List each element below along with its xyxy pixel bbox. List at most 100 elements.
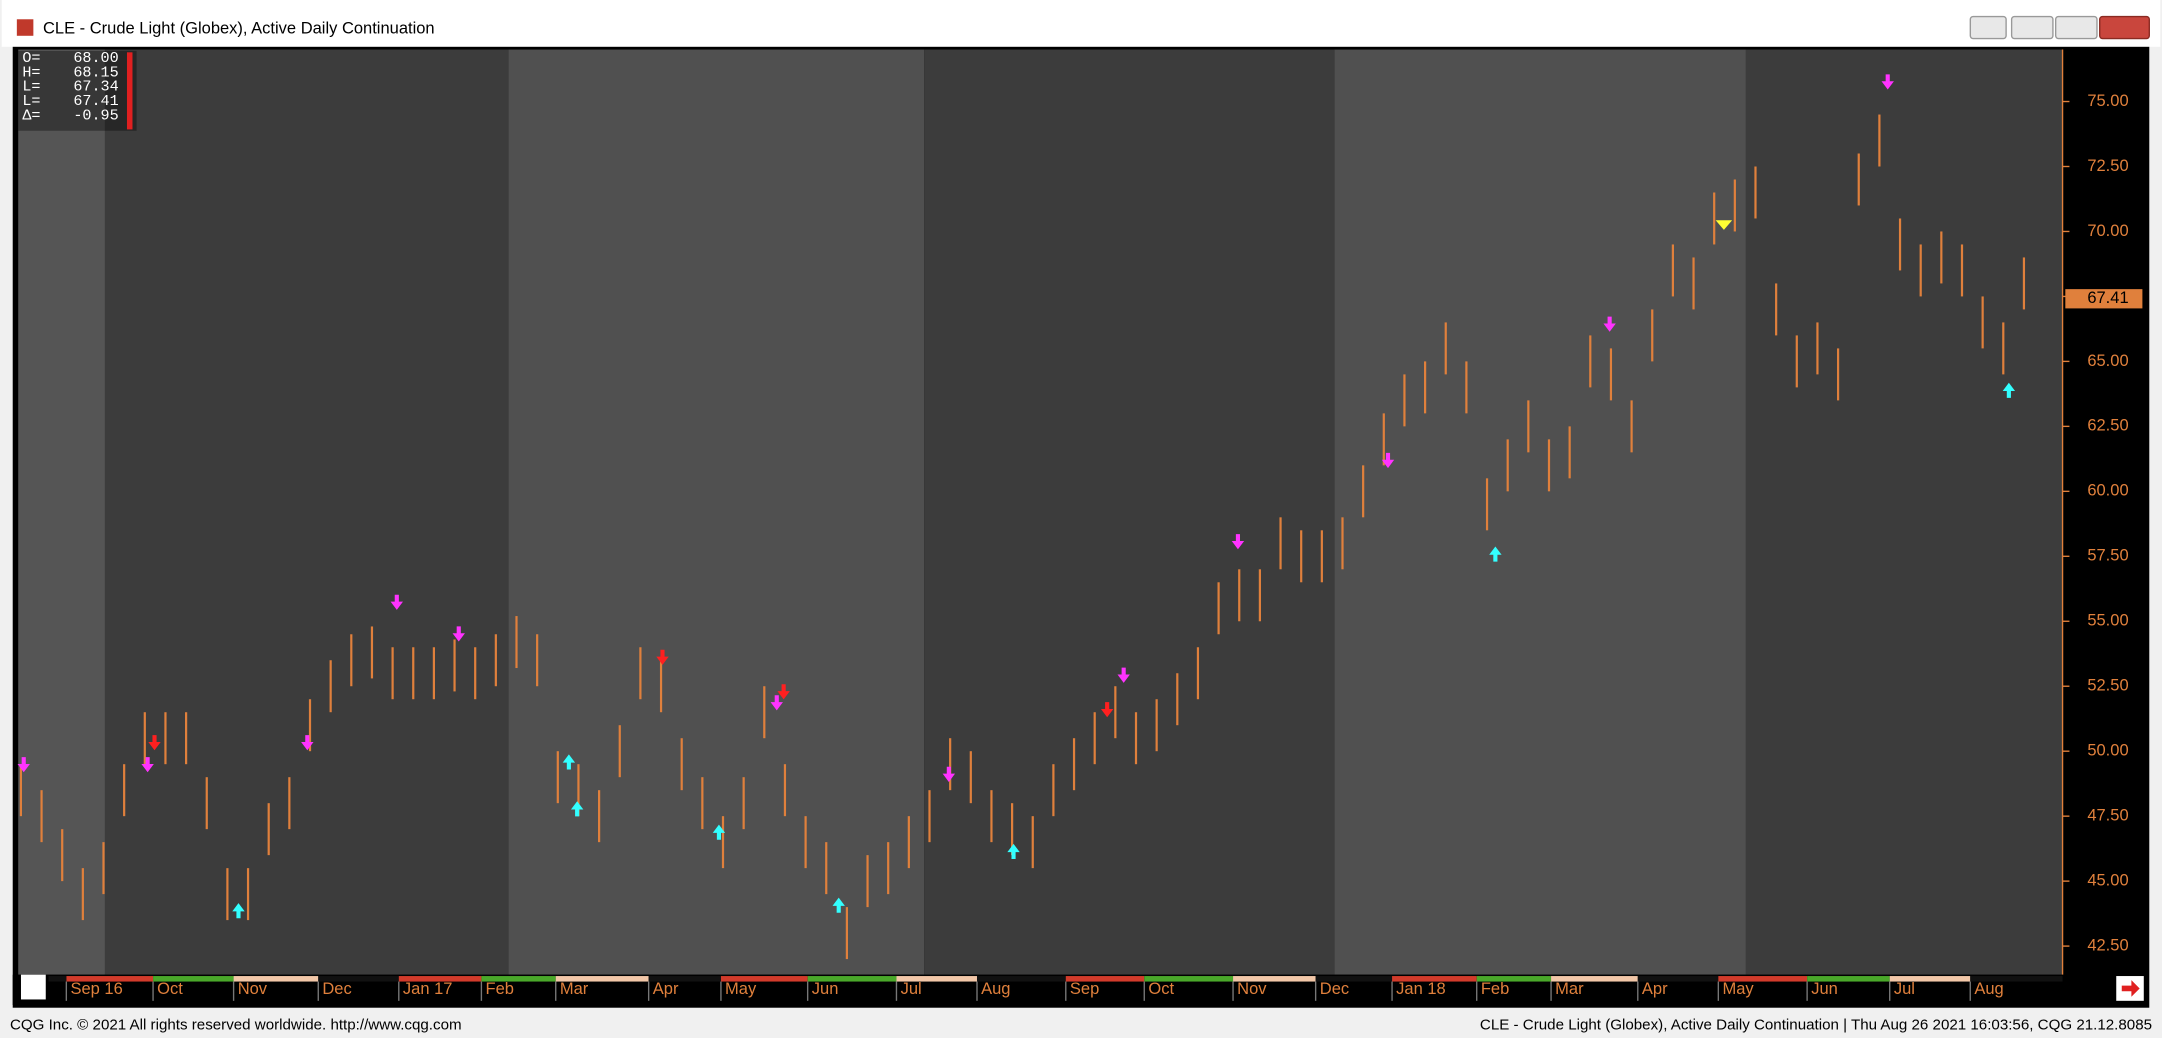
ohlc-label: L= [22,92,40,110]
strip-segment [1807,976,1890,982]
strip-segment [1315,976,1393,982]
maximize-button[interactable] [2054,15,2098,40]
period-band [18,49,105,975]
ohlc-value: 67.34 [73,78,118,96]
x-tick-label: Nov [238,980,268,998]
strip-segment [1551,976,1638,982]
ohlc-label: H= [22,63,40,81]
x-tick-label: Jan 18 [1396,980,1446,998]
x-tick-label: Feb [486,980,514,998]
ohlc-label: L= [22,78,40,96]
ohlc-value: -0.95 [73,107,118,125]
y-tick-label: 75.00 [2087,92,2128,110]
period-band [508,49,925,975]
strip-segment [1970,976,2063,982]
y-tick-label: 62.50 [2087,417,2128,435]
strip-segment [720,976,808,982]
strip-segment [896,976,977,982]
y-tick-label: 57.50 [2087,547,2128,565]
yellow-signal [1715,220,1733,230]
strip-segment [233,976,319,982]
close-button[interactable] [2099,15,2150,40]
strip-segment [318,976,399,982]
strip-segment [807,976,897,982]
x-tick-label: Feb [1481,980,1509,998]
footer-left: CQG Inc. © 2021 All rights reserved worl… [10,1017,462,1034]
strip-segment [1065,976,1145,982]
x-tick-label: May [1722,980,1754,998]
footer-right: CLE - Crude Light (Globex), Active Daily… [1480,1017,2152,1034]
y-tick-label: 47.50 [2087,807,2128,825]
strip-segment [153,976,234,982]
x-tick-label: Oct [157,980,183,998]
strip-segment [398,976,482,982]
ohlc-value: 67.41 [73,92,118,110]
app-icon [16,19,34,36]
y-tick-label: 45.00 [2087,871,2128,889]
minimize-button[interactable] [2010,15,2054,40]
x-tick-label: May [725,980,757,998]
signals [17,74,2016,919]
x-tick-label: Jul [901,980,922,998]
x-tick-label: Mar [1555,980,1584,998]
ohlc-label: O= [22,49,40,67]
period-band [1334,49,1746,975]
x-tick-label: Mar [560,980,589,998]
x-tick-label: Dec [1320,980,1349,998]
y-tick-label: 50.00 [2087,742,2128,760]
period-band [104,49,509,975]
strip-segment [648,976,721,982]
x-tick-label: Nov [1237,980,1267,998]
x-tick-label: Jun [812,980,839,998]
ohlc-value: 68.00 [73,49,118,67]
title-bar [1,0,2161,47]
price-bars [19,114,2026,960]
scroll-arrow [2121,980,2140,997]
strip-segment [1392,976,1477,982]
x-tick-label: Aug [1974,980,2003,998]
strip-segment [66,976,154,982]
strip-segment [555,976,649,982]
period-band [1745,49,2063,975]
y-tick-label: 52.50 [2087,677,2128,695]
ohlc-label: Δ= [22,107,40,125]
ohlc-readout: O= 68.00 H= 68.15 L= 67.34 L= 67.41 Δ= -0.95 [22,49,118,125]
y-tick-label: 60.00 [2087,482,2128,500]
period-band [924,49,1335,975]
y-tick-label: 65.00 [2087,352,2128,370]
last-price-tag [2065,289,2143,309]
ohlc-value: 68.15 [73,63,118,81]
x-tick-label: Sep 16 [70,980,122,998]
strip-segment [1233,976,1316,982]
strip-segment [976,976,1066,982]
x-tick-label: Dec [322,980,351,998]
x-tick-label: Aug [981,980,1010,998]
x-tick-label: Apr [653,980,679,998]
strip-segment [1889,976,1971,982]
corner-box[interactable] [20,974,46,1000]
x-tick-label: Apr [1642,980,1668,998]
strip-segment [1476,976,1552,982]
window-title: CLE - Crude Light (Globex), Active Daily… [43,19,435,37]
y-tick-label: 42.50 [2087,936,2128,954]
pin-button[interactable] [1969,15,2007,40]
y-tick-label: 72.50 [2087,157,2128,175]
strip-segment [1637,976,1719,982]
ohlc-box [18,50,137,131]
strip-segment [1144,976,1234,982]
ohlc-indicator [126,52,133,130]
last-price-label: 67.41 [2087,289,2128,307]
y-tick-label: 55.00 [2087,612,2128,630]
date-strip [48,976,2063,982]
strip-segment [48,976,67,982]
x-tick-label: Jan 17 [403,980,453,998]
x-tick-label: Oct [1148,980,1174,998]
x-tick-label: Jun [1811,980,1838,998]
x-tick-label: Jul [1894,980,1915,998]
x-tick-label: Sep [1070,980,1099,998]
strip-segment [1718,976,1808,982]
strip-segment [481,976,556,982]
y-tick-label: 70.00 [2087,222,2128,240]
